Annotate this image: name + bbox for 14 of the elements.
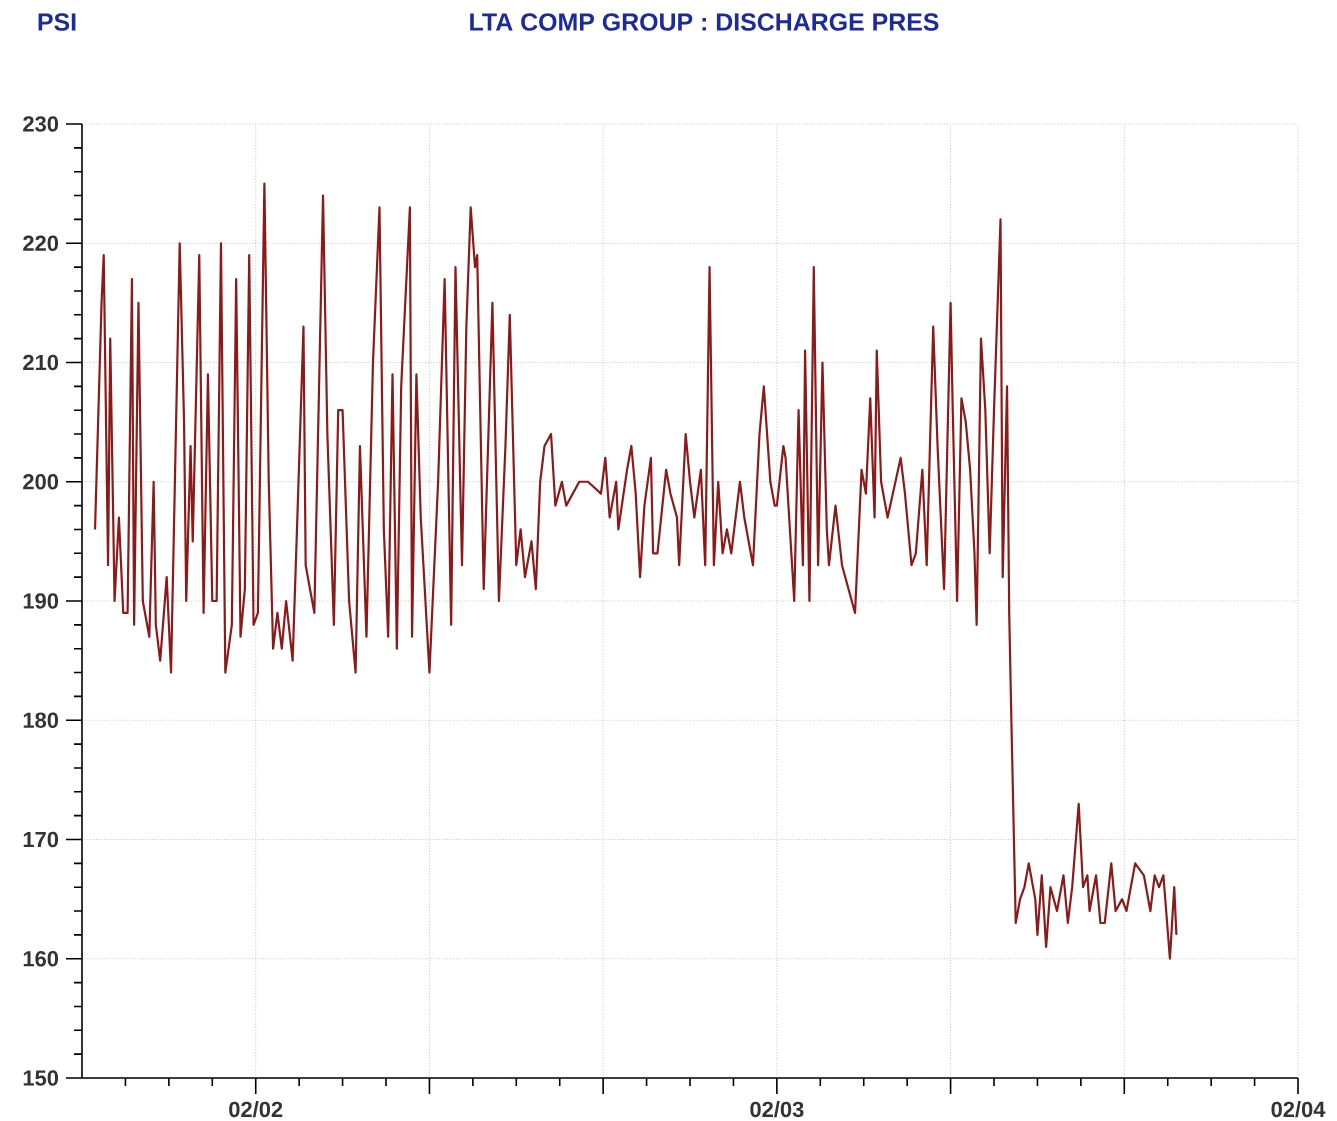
x-tick-label: 02/04 — [1271, 1101, 1326, 1118]
y-tick-label: 230 — [23, 116, 59, 132]
x-tick-label: 02/03 — [750, 1101, 804, 1118]
y-tick-label: 190 — [23, 593, 59, 609]
y-tick-label: 150 — [23, 1070, 59, 1086]
y-tick-label: 200 — [23, 474, 59, 490]
x-tick-label: 02/02 — [229, 1101, 283, 1118]
y-tick-label: 160 — [23, 951, 59, 967]
y-tick-label: 210 — [23, 354, 59, 371]
y-tick-label: 180 — [23, 712, 59, 729]
y-tick-label: 220 — [23, 235, 59, 252]
y-axis-title: PSI — [38, 13, 76, 31]
chart-title: LTA COMP GROUP : DISCHARGE PRES — [470, 13, 939, 31]
y-tick-label: 170 — [23, 831, 59, 848]
